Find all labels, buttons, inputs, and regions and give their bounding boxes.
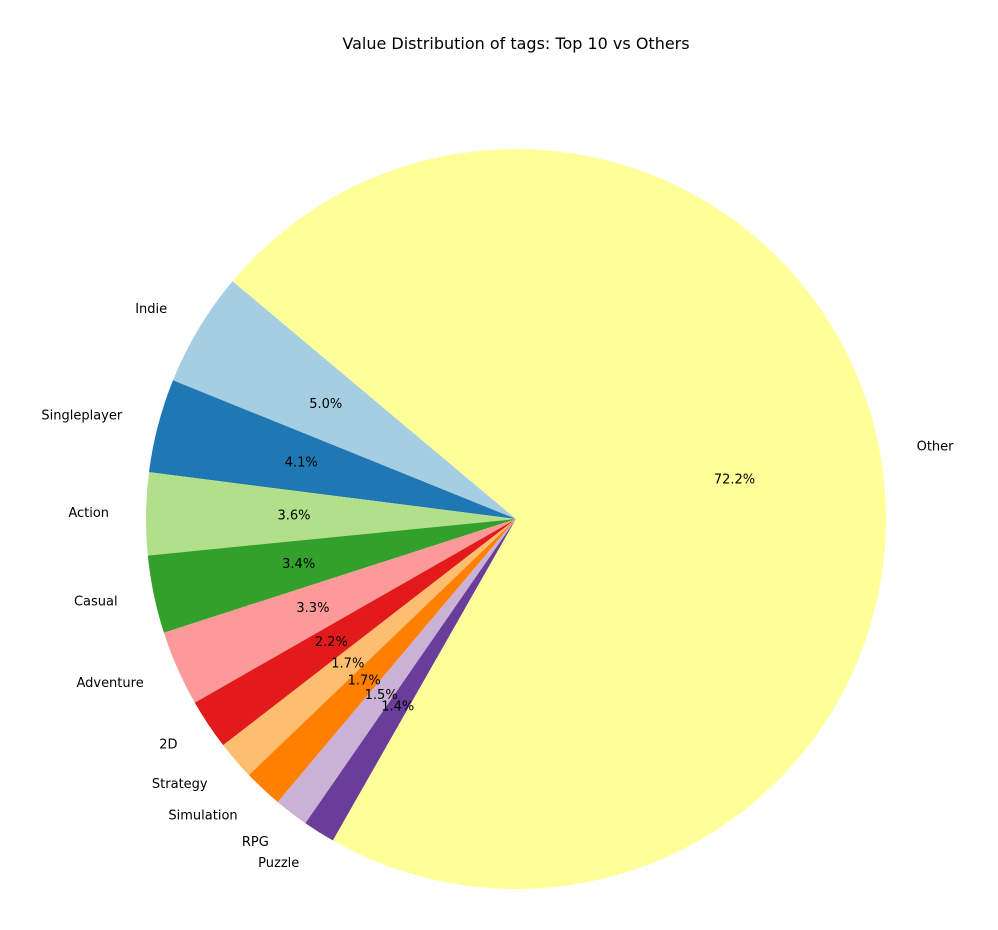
slice-label-rpg: RPG — [242, 835, 269, 850]
slice-percent-singleplayer: 4.1% — [285, 455, 318, 470]
slice-percent-puzzle: 1.4% — [381, 699, 414, 714]
pie-slice-rpg — [277, 519, 516, 824]
pie-slice-puzzle — [305, 519, 516, 841]
pie-slice-singleplayer — [148, 380, 516, 519]
slice-label-casual: Casual — [74, 595, 118, 610]
chart-title: Value Distribution of tags: Top 10 vs Ot… — [342, 34, 689, 53]
slice-percent-other: 72.2% — [714, 472, 755, 487]
slice-label-indie: Indie — [135, 302, 167, 317]
slice-percent-simulation: 1.7% — [348, 673, 381, 688]
slice-percent-adventure: 3.3% — [296, 601, 329, 616]
pie-percent-labels: 5.0%4.1%3.6%3.4%3.3%2.2%1.7%1.7%1.5%1.4%… — [278, 397, 756, 714]
pie-labels: Indie Singleplayer Action Casual Adventure 2D… — [41, 302, 954, 871]
slice-percent-indie: 5.0% — [309, 397, 342, 412]
slice-label-singleplayer: Singleplayer — [41, 409, 122, 424]
pie-slice-indie — [172, 281, 517, 519]
slice-label-adventure: Adventure — [76, 676, 143, 691]
slice-label-2d: 2D — [159, 737, 177, 752]
pie-slice-simulation — [248, 519, 516, 803]
pie-slice-casual — [147, 519, 517, 633]
pie-slice-other — [232, 148, 887, 889]
slice-percent-strategy: 1.7% — [331, 656, 364, 671]
pie-slice-strategy — [223, 519, 516, 776]
slice-percent-rpg: 1.5% — [365, 688, 398, 703]
slice-label-simulation: Simulation — [168, 808, 237, 823]
slice-percent-action: 3.6% — [278, 508, 311, 523]
slice-percent-2d: 2.2% — [315, 635, 348, 650]
pie-slice-action — [145, 472, 516, 556]
pie-slice-2d — [194, 519, 516, 746]
slice-label-other: Other — [917, 440, 955, 455]
slice-label-action: Action — [68, 506, 109, 521]
slice-label-puzzle: Puzzle — [258, 856, 299, 871]
pie-slices — [145, 148, 887, 889]
slice-label-strategy: Strategy — [152, 777, 208, 792]
slice-percent-casual: 3.4% — [282, 557, 315, 572]
pie-slice-adventure — [163, 519, 516, 703]
